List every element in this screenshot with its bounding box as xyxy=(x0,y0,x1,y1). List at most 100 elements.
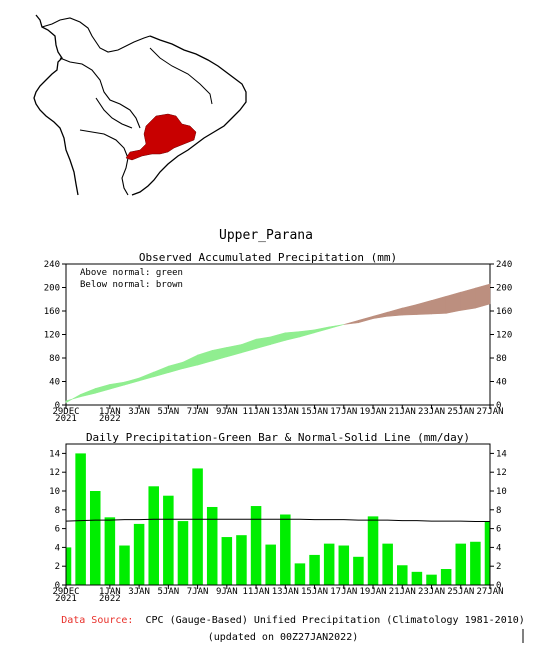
daily-precip-bar xyxy=(367,516,379,585)
accumulated-x-tick-label: 29DEC xyxy=(52,407,79,417)
data-source-label: Data Source: xyxy=(61,615,133,626)
daily-y-tick-label-left: 14 xyxy=(49,449,60,459)
updated-text: (updated on 00Z27JAN2022) xyxy=(208,632,359,643)
map-coastline-west xyxy=(33,14,79,196)
daily-precip-bar xyxy=(309,554,320,585)
map-border-mid xyxy=(95,97,133,129)
daily-y-tick-label-right: 10 xyxy=(496,487,507,497)
daily-y-axis-left: 0 2 4 6 8 10 12 14 xyxy=(49,449,66,591)
below-normal-band xyxy=(387,307,403,317)
accumulated-chart: Observed Accumulated Precipitation (mm) … xyxy=(44,251,513,424)
accumulated-y-tick-label-right: 200 xyxy=(496,284,512,294)
daily-normal-line xyxy=(65,518,490,523)
daily-x-tick-label: 25JAN xyxy=(447,587,474,597)
daily-y-tick-label-left: 8 xyxy=(55,506,60,516)
accumulated-x-tick-label: 5JAN xyxy=(158,407,180,417)
above-normal-band xyxy=(270,332,286,345)
daily-precip-bar xyxy=(265,544,276,585)
above-normal-band xyxy=(299,329,315,338)
daily-y-tick-label-left: 2 xyxy=(55,562,60,572)
accumulated-y-tick-label-right: 0 xyxy=(496,401,501,411)
daily-precip-bar xyxy=(177,521,189,585)
above-normal-band xyxy=(255,336,271,349)
above-normal-band xyxy=(80,388,96,398)
accumulated-y-axis-left: 0 40 80 120 160 200 240 xyxy=(44,260,66,411)
daily-precip-bar xyxy=(192,468,203,585)
accumulated-y-tick-label-right: 40 xyxy=(496,378,507,388)
daily-x-tick-label: 11JAN xyxy=(243,587,270,597)
daily-x-tick-label: 5JAN xyxy=(158,587,180,597)
daily-precip-bar xyxy=(440,569,452,585)
legend-above-normal: Above normal: green xyxy=(80,268,183,278)
below-normal-band xyxy=(460,287,476,311)
daily-precip-bar xyxy=(294,563,306,585)
daily-precip-bar xyxy=(353,556,364,585)
below-normal-band xyxy=(372,311,388,319)
map-border-inner xyxy=(41,17,151,53)
daily-y-tick-label-right: 14 xyxy=(496,449,507,459)
daily-x-tick-label: 7JAN xyxy=(187,587,209,597)
daily-plot-frame xyxy=(65,443,491,586)
daily-precip-bar xyxy=(75,453,86,585)
daily-precip-bar xyxy=(382,543,393,585)
daily-x-tick-label: 15JAN xyxy=(301,587,328,597)
daily-precip-bar xyxy=(338,545,350,585)
daily-precip-bar xyxy=(133,523,145,585)
daily-x-tick-label: 27JAN xyxy=(476,587,503,597)
accumulated-y-tick-label-left: 80 xyxy=(49,354,60,364)
daily-y-axis-right: 0 2 4 6 8 10 12 14 xyxy=(490,449,507,591)
daily-y-tick-label-left: 10 xyxy=(49,487,60,497)
accumulated-x-tick-year: 2021 xyxy=(55,414,77,424)
accumulated-x-tick-label: 15JAN xyxy=(301,407,328,417)
above-normal-band xyxy=(124,377,140,386)
daily-x-tick-label: 21JAN xyxy=(389,587,416,597)
daily-y-tick-label-right: 6 xyxy=(496,525,501,535)
above-normal-band xyxy=(197,349,213,366)
accumulated-y-tick-label-right: 120 xyxy=(496,331,512,341)
above-normal-band xyxy=(211,347,228,362)
daily-x-tick-label: 3JAN xyxy=(128,587,150,597)
daily-precip-bar xyxy=(280,514,291,585)
accumulated-x-tick-label: 7JAN xyxy=(187,407,209,417)
accumulated-x-tick-label: 13JAN xyxy=(272,407,299,417)
accumulated-y-tick-label-left: 40 xyxy=(49,378,60,388)
daily-y-tick-label-right: 2 xyxy=(496,562,501,572)
daily-y-tick-label-left: 4 xyxy=(55,543,60,553)
daily-precip-bar xyxy=(411,571,423,585)
below-normal-band xyxy=(401,304,418,316)
data-source: Data Source: CPC (Gauge-Based) Unified P… xyxy=(61,615,525,626)
accumulated-x-tick-label: 11JAN xyxy=(243,407,270,417)
above-normal-band xyxy=(109,381,125,390)
daily-chart: Daily Precipitation-Green Bar & Normal-S… xyxy=(49,431,507,604)
daily-x-tick-label: 9JAN xyxy=(216,587,238,597)
daily-precip-bar xyxy=(323,543,335,585)
daily-x-tick-label: 23JAN xyxy=(418,587,445,597)
daily-x-tick-label: 1JAN xyxy=(99,587,121,597)
map-border-south xyxy=(79,129,129,196)
daily-precip-bar xyxy=(148,486,159,585)
below-normal-band xyxy=(343,320,359,325)
region-map xyxy=(33,14,247,196)
above-normal-band xyxy=(65,393,81,404)
accumulated-x-tick-label: 27JAN xyxy=(476,407,503,417)
daily-x-tick-label: 19JAN xyxy=(359,587,386,597)
daily-y-tick-label-left: 12 xyxy=(49,468,60,478)
upper-parana-region xyxy=(125,113,197,161)
daily-precip-bar xyxy=(119,545,130,585)
accumulated-y-tick-label-right: 160 xyxy=(496,307,512,317)
daily-precip-bar xyxy=(397,565,408,585)
daily-x-tick-year: 2021 xyxy=(55,594,77,604)
below-normal-band xyxy=(475,283,491,309)
data-source-text: CPC (Gauge-Based) Unified Precipitation … xyxy=(145,615,524,626)
daily-chart-title: Daily Precipitation-Green Bar & Normal-S… xyxy=(86,431,470,444)
above-normal-band xyxy=(153,365,169,378)
accumulated-x-tick-year: 2022 xyxy=(99,414,121,424)
daily-precip-bar xyxy=(484,522,490,585)
accumulated-x-tick-label: 23JAN xyxy=(418,407,445,417)
accumulated-y-tick-label-right: 240 xyxy=(496,260,512,270)
above-normal-band xyxy=(285,331,301,341)
accumulated-x-tick-label: 9JAN xyxy=(216,407,238,417)
